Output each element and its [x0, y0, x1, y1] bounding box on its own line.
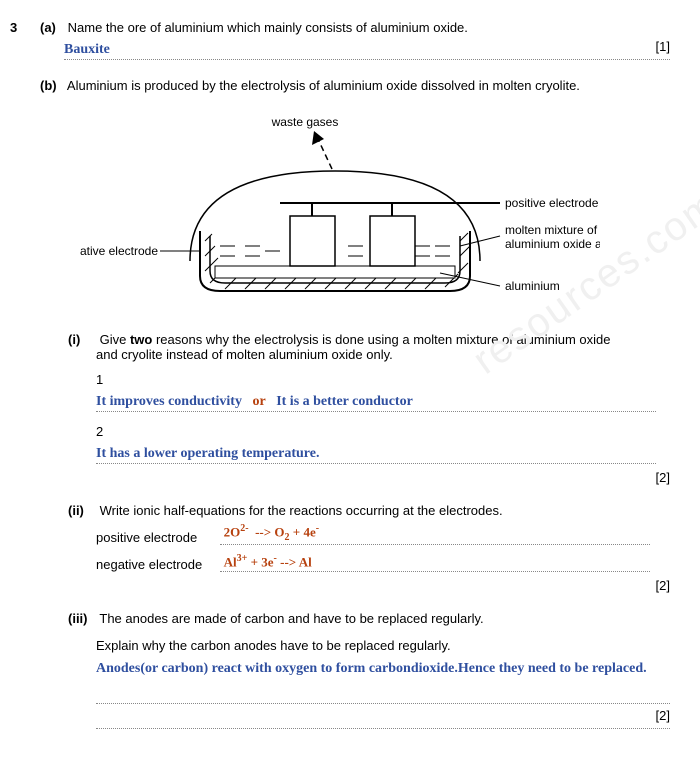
svg-text:aluminium oxide and cryolite: aluminium oxide and cryolite [505, 237, 600, 251]
part-a-prompt: Name the ore of aluminium which mainly c… [68, 20, 468, 35]
b-ii-neg-eq: Al3+ + 3e- --> Al [224, 553, 312, 570]
b-iii-answer: Anodes(or carbon) react with oxygen to f… [96, 659, 670, 679]
part-a-answer: Bauxite [64, 42, 110, 58]
electrolysis-diagram: waste gases positive electrode negative … [10, 111, 670, 314]
svg-text:aluminium: aluminium [505, 279, 560, 293]
svg-text:negative electrode: negative electrode [80, 244, 158, 258]
b-i-line2: It has a lower operating temperature. [96, 443, 656, 464]
b-ii-pos-label: positive electrode [96, 530, 216, 545]
b-i-prompt-1: Give [100, 332, 130, 347]
b-i-marks: [2] [656, 470, 670, 485]
b-ii-marks: [2] [656, 578, 670, 593]
part-a: (a) Name the ore of aluminium which main… [40, 20, 670, 60]
b-iii-label: (iii) [68, 611, 96, 626]
b-ii-neg-line: Al3+ + 3e- --> Al [220, 553, 650, 572]
b-i-label: (i) [68, 332, 96, 347]
b-iii-line1: The anodes are made of carbon and have t… [99, 611, 483, 626]
b-iii-blank1 [96, 683, 670, 704]
b-ii-label: (ii) [68, 503, 96, 518]
part-b-label: (b) [40, 78, 64, 93]
svg-text:waste gases: waste gases [271, 115, 339, 129]
b-i-num1: 1 [96, 372, 110, 387]
b-i-num2: 2 [96, 424, 110, 439]
part-a-answer-line: Bauxite [1] [64, 39, 670, 60]
b-ii-pos-line: 2O2- --> O2 + 4e- [220, 526, 650, 545]
part-a-marks: [1] [656, 39, 670, 54]
part-b-ii: (ii) Write ionic half-equations for the … [68, 503, 670, 593]
part-b-iii: (iii) The anodes are made of carbon and … [68, 611, 670, 729]
part-b-intro: Aluminium is produced by the electrolysi… [67, 78, 580, 93]
b-i-prompt-2: reasons why the electrolysis is done usi… [152, 332, 610, 347]
b-i-prompt-bold: two [130, 332, 152, 347]
part-b-i: (i) Give two reasons why the electrolysi… [68, 332, 670, 485]
b-ii-prompt: Write ionic half-equations for the react… [100, 503, 503, 518]
b-ii-pos-eq: 2O2- --> O2 + 4e- [224, 523, 319, 543]
b-i-answer2: It has a lower operating temperature. [96, 446, 319, 462]
b-i-prompt-3: and cryolite instead of molten aluminium… [96, 347, 670, 362]
part-b: (b) Aluminium is produced by the electro… [40, 78, 670, 93]
svg-text:positive electrode: positive electrode [505, 196, 599, 210]
b-iii-line2: Explain why the carbon anodes have to be… [96, 638, 670, 653]
b-iii-blank2: [2] [96, 708, 670, 729]
question-number: 3 [10, 20, 17, 35]
b-iii-marks: [2] [656, 708, 670, 723]
part-a-label: (a) [40, 20, 64, 35]
b-i-answer1: It improves conductivity or It is a bett… [96, 394, 413, 410]
b-i-line1: It improves conductivity or It is a bett… [96, 391, 656, 412]
b-ii-neg-label: negative electrode [96, 557, 216, 572]
svg-text:molten mixture of: molten mixture of [505, 223, 598, 237]
